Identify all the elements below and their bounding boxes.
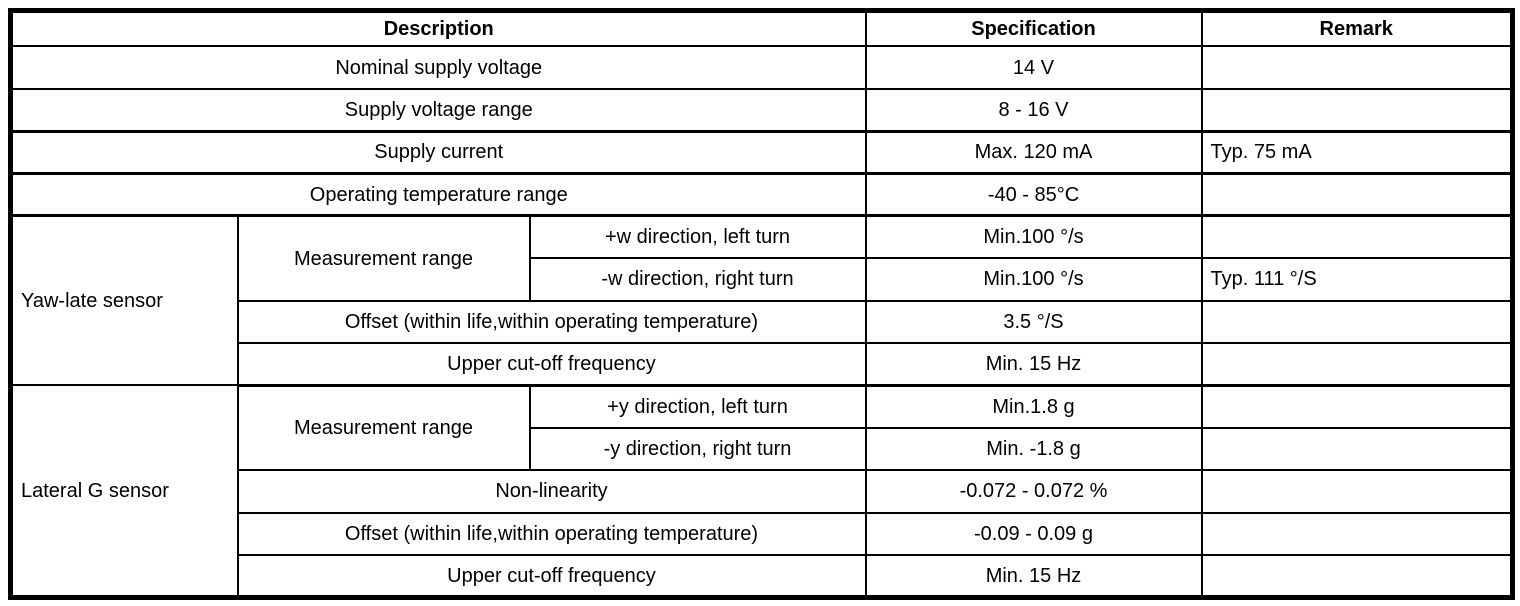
description-cell: Operating temperature range: [9, 172, 867, 218]
specification-table: Description Specification Remark Nominal…: [8, 8, 1515, 600]
description-cell: Offset (within life,within operating tem…: [236, 299, 867, 345]
row-nominal-supply-voltage: Nominal supply voltage 14 V: [9, 45, 1514, 90]
row-lateral-non-linearity: Non-linearity -0.072 - 0.072 %: [11, 469, 1514, 514]
specification-cell: Min. 15 Hz: [864, 554, 1203, 599]
row-yaw-measurement-plus-w: Yaw-late sensor Measurement range +w dir…: [9, 214, 1514, 387]
row-operating-temperature-range: Operating temperature range -40 - 85°C: [9, 172, 1514, 218]
table-header-row: Description Specification Remark: [9, 9, 1514, 48]
description-cell: Upper cut-off frequency: [236, 554, 867, 599]
direction-cell: +w direction, left turn: [528, 214, 867, 260]
header-specification: Specification: [864, 9, 1203, 48]
row-lateral-measurement-plus-y: Lateral G sensor Measurement range +y di…: [9, 384, 1514, 599]
specification-cell: 8 - 16 V: [864, 87, 1203, 133]
direction-cell: -y direction, right turn: [528, 426, 867, 472]
remark-cell: [1200, 87, 1514, 133]
description-cell: Nominal supply voltage: [9, 45, 867, 90]
remark-cell: [1200, 511, 1514, 557]
specification-cell: Max. 120 mA: [864, 130, 1203, 176]
specification-cell: 14 V: [864, 45, 1203, 90]
description-cell: Upper cut-off frequency: [236, 342, 867, 387]
row-supply-voltage-range: Supply voltage range 8 - 16 V: [9, 87, 1514, 133]
specification-cell: -0.09 - 0.09 g: [864, 511, 1203, 557]
remark-cell: [1200, 214, 1514, 260]
row-yaw-measurement-minus-w: -w direction, right turn Min.100 °/s Typ…: [11, 257, 1514, 302]
direction-cell: -w direction, right turn: [528, 257, 867, 302]
remark-cell: [1200, 45, 1514, 90]
description-cell: Offset (within life,within operating tem…: [236, 511, 867, 557]
specification-cell: Min.100 °/s: [864, 214, 1203, 260]
direction-cell: +y direction, left turn: [528, 384, 867, 429]
remark-cell: [1200, 299, 1514, 345]
measurement-range-cell: Measurement range: [236, 384, 531, 472]
remark-cell: Typ. 75 mA: [1200, 130, 1514, 176]
description-cell: Non-linearity: [236, 469, 867, 514]
description-cell: Supply voltage range: [9, 87, 867, 133]
row-lateral-measurement-minus-y: -y direction, right turn Min. -1.8 g: [11, 426, 1514, 472]
sensor-name-cell: Yaw-late sensor: [9, 214, 239, 387]
remark-cell: [1200, 342, 1514, 387]
specification-cell: -0.072 - 0.072 %: [864, 469, 1203, 514]
remark-cell: [1200, 554, 1514, 599]
remark-cell: [1200, 426, 1514, 472]
specification-cell: Min. 15 Hz: [864, 342, 1203, 387]
remark-cell: Typ. 111 °/S: [1200, 257, 1514, 302]
measurement-range-cell: Measurement range: [236, 214, 531, 302]
row-supply-current: Supply current Max. 120 mA Typ. 75 mA: [9, 130, 1514, 176]
row-lateral-offset: Offset (within life,within operating tem…: [11, 511, 1514, 557]
specification-cell: Min.1.8 g: [864, 384, 1203, 429]
remark-cell: [1200, 469, 1514, 514]
header-remark: Remark: [1200, 9, 1514, 48]
header-description: Description: [9, 9, 867, 48]
row-yaw-upper-cutoff: Upper cut-off frequency Min. 15 Hz: [11, 342, 1514, 387]
row-yaw-offset: Offset (within life,within operating tem…: [11, 299, 1514, 345]
specification-cell: Min.100 °/s: [864, 257, 1203, 302]
row-lateral-upper-cutoff: Upper cut-off frequency Min. 15 Hz: [11, 554, 1514, 599]
remark-cell: [1200, 384, 1514, 429]
description-cell: Supply current: [9, 130, 867, 176]
specification-cell: 3.5 °/S: [864, 299, 1203, 345]
remark-cell: [1200, 172, 1514, 218]
specification-cell: -40 - 85°C: [864, 172, 1203, 218]
sensor-name-cell: Lateral G sensor: [9, 384, 239, 599]
specification-cell: Min. -1.8 g: [864, 426, 1203, 472]
